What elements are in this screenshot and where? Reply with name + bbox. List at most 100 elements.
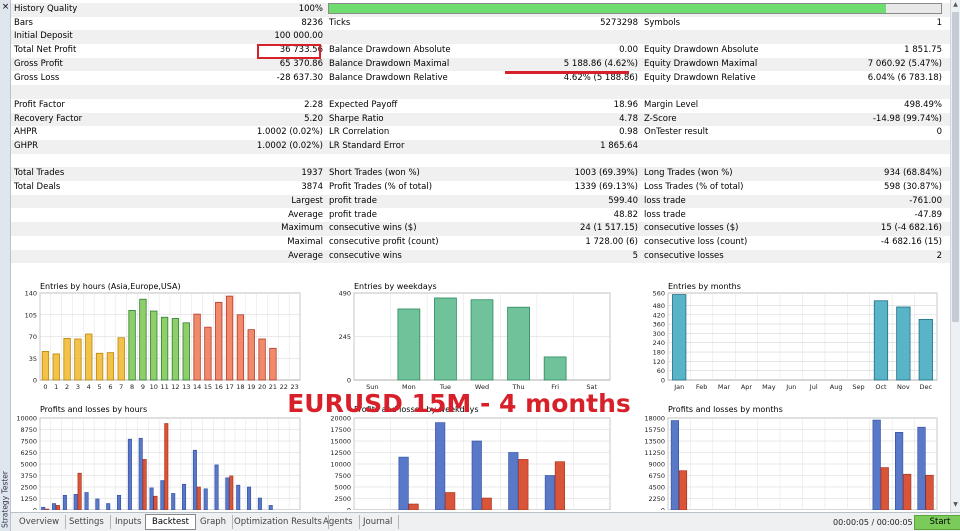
tab-graph[interactable]: Graph bbox=[194, 515, 234, 529]
bar bbox=[106, 352, 115, 381]
tab-backtest[interactable]: Backtest bbox=[145, 514, 196, 530]
x-tick-label: 22 bbox=[280, 383, 288, 391]
x-tick-label: Feb bbox=[696, 383, 708, 391]
x-tick-label: 11 bbox=[160, 383, 168, 391]
bar bbox=[182, 322, 190, 381]
stat-label: GHPR bbox=[14, 141, 39, 151]
bar bbox=[670, 420, 680, 510]
scroll-down-icon[interactable]: ▼ bbox=[953, 501, 958, 508]
stat-value: 6.04% (6 783.18) bbox=[867, 72, 942, 83]
stats-row: GHPR 1.0002 (0.02%) LR Standard Error 1 865… bbox=[11, 140, 950, 154]
tab-settings[interactable]: Settings bbox=[63, 515, 111, 529]
bar bbox=[182, 483, 187, 510]
tab-journal[interactable]: Journal bbox=[357, 515, 400, 529]
x-tick-label: 8 bbox=[130, 383, 134, 391]
y-tick-label: 9000 bbox=[648, 461, 665, 469]
stat-value: 1.0002 (0.02%) bbox=[256, 141, 323, 151]
bar bbox=[106, 503, 111, 510]
y-tick-label: 6250 bbox=[20, 449, 37, 457]
x-tick-label: Apr bbox=[741, 383, 753, 391]
bar bbox=[925, 474, 934, 510]
x-tick-label: 20 bbox=[258, 383, 266, 391]
bar bbox=[41, 351, 50, 381]
stat-value: 1 865.64 bbox=[600, 141, 638, 151]
stats-row: Gross Loss -28 637.30 Balance Drawdown Rel… bbox=[11, 72, 950, 86]
stats-row: Average consecutive wins 5 consecutive loss… bbox=[11, 249, 950, 264]
x-tick-label: 1 bbox=[54, 383, 58, 391]
y-tick-label: 360 bbox=[653, 321, 665, 329]
tab-optimization-results[interactable]: Optimization Results bbox=[228, 515, 329, 529]
y-tick-label: 8750 bbox=[20, 426, 37, 434]
bar bbox=[236, 314, 245, 381]
highlight-underline-drawdown bbox=[505, 71, 629, 74]
bar bbox=[896, 306, 911, 381]
y-tick-label: 10000 bbox=[330, 461, 351, 469]
y-tick-label: 0 bbox=[347, 377, 351, 385]
stat-value: 4.78 bbox=[619, 113, 638, 124]
bar bbox=[204, 326, 212, 381]
stats-row: Maximum consecutive wins ($) 24 (1 517.15)… bbox=[11, 222, 950, 236]
stat-value: -4 682.16 (15) bbox=[880, 236, 942, 247]
tab-bar: Overview Settings Inputs Backtest Graph Optim… bbox=[11, 512, 960, 531]
bar bbox=[63, 337, 71, 381]
stat-label: LR Correlation bbox=[329, 127, 390, 138]
stat-label: loss trade bbox=[644, 209, 686, 220]
stats-row: Total Deals 3874 Profit Trades (% of total… bbox=[11, 181, 950, 195]
stat-label: Symbols bbox=[644, 17, 681, 28]
bar bbox=[74, 338, 82, 381]
x-tick-label: 2 bbox=[65, 383, 69, 391]
elapsed-timer: 00:00:05 / 00:00:05 bbox=[833, 518, 913, 527]
stat-value: 65 370.86 bbox=[279, 58, 323, 69]
stat-value: 5.20 bbox=[304, 113, 323, 124]
x-tick-label: 3 bbox=[76, 383, 80, 391]
y-tick-label: 1250 bbox=[20, 495, 37, 503]
bar bbox=[269, 347, 277, 381]
y-tick-label: 180 bbox=[653, 349, 665, 357]
bar bbox=[903, 473, 912, 510]
start-button[interactable]: Start bbox=[914, 515, 960, 530]
stat-value: 0 bbox=[936, 127, 942, 138]
bar bbox=[247, 329, 255, 381]
x-tick-label: 17 bbox=[225, 383, 233, 391]
x-tick-label: 23 bbox=[290, 383, 298, 391]
x-tick-label: 5 bbox=[98, 383, 102, 391]
stat-label: consecutive losses ($) bbox=[644, 223, 739, 234]
x-tick-label: Sun bbox=[366, 383, 378, 391]
bar bbox=[192, 449, 197, 510]
stat-value: 1937 bbox=[301, 168, 323, 179]
y-tick-label: 105 bbox=[25, 311, 37, 319]
tab-overview[interactable]: Overview bbox=[13, 515, 67, 529]
vertical-scrollbar[interactable]: ▲ ▼ bbox=[950, 0, 960, 512]
y-tick-label: 15000 bbox=[330, 438, 351, 446]
x-tick-label: Thu bbox=[511, 383, 524, 391]
bar bbox=[117, 337, 125, 381]
x-tick-label: Aug bbox=[830, 383, 843, 391]
chart-title: Entries by weekdays bbox=[354, 282, 437, 291]
stat-value: 1003 (69.39%) bbox=[574, 168, 638, 179]
stats-row bbox=[11, 85, 950, 99]
y-tick-label: 7500 bbox=[334, 472, 351, 480]
stat-label: Gross Loss bbox=[14, 72, 60, 83]
x-tick-label: May bbox=[762, 383, 776, 391]
tab-agents[interactable]: Agents bbox=[317, 515, 360, 529]
bar bbox=[171, 493, 176, 510]
bar bbox=[435, 422, 446, 510]
tab-inputs[interactable]: Inputs bbox=[109, 515, 149, 529]
scroll-up-icon[interactable]: ▲ bbox=[953, 1, 958, 8]
x-tick-label: Jul bbox=[809, 383, 818, 391]
x-tick-label: 21 bbox=[269, 383, 277, 391]
stat-label: Sharpe Ratio bbox=[329, 113, 384, 124]
scroll-thumb[interactable] bbox=[952, 12, 959, 322]
stat-value: 0.98 bbox=[619, 127, 638, 138]
stats-row: Total Trades 1937 Short Trades (won %) 1003… bbox=[11, 167, 950, 182]
bar bbox=[880, 467, 889, 510]
stat-label: Expected Payoff bbox=[329, 99, 398, 110]
chart-title: Entries by months bbox=[668, 282, 741, 291]
x-tick-label: 13 bbox=[182, 383, 190, 391]
bar bbox=[95, 498, 100, 510]
stats-row: AHPR 1.0002 (0.02%) LR Correlation 0.98 OnTe… bbox=[11, 126, 950, 140]
close-icon[interactable]: × bbox=[1, 2, 10, 12]
x-tick-label: Jun bbox=[785, 383, 796, 391]
